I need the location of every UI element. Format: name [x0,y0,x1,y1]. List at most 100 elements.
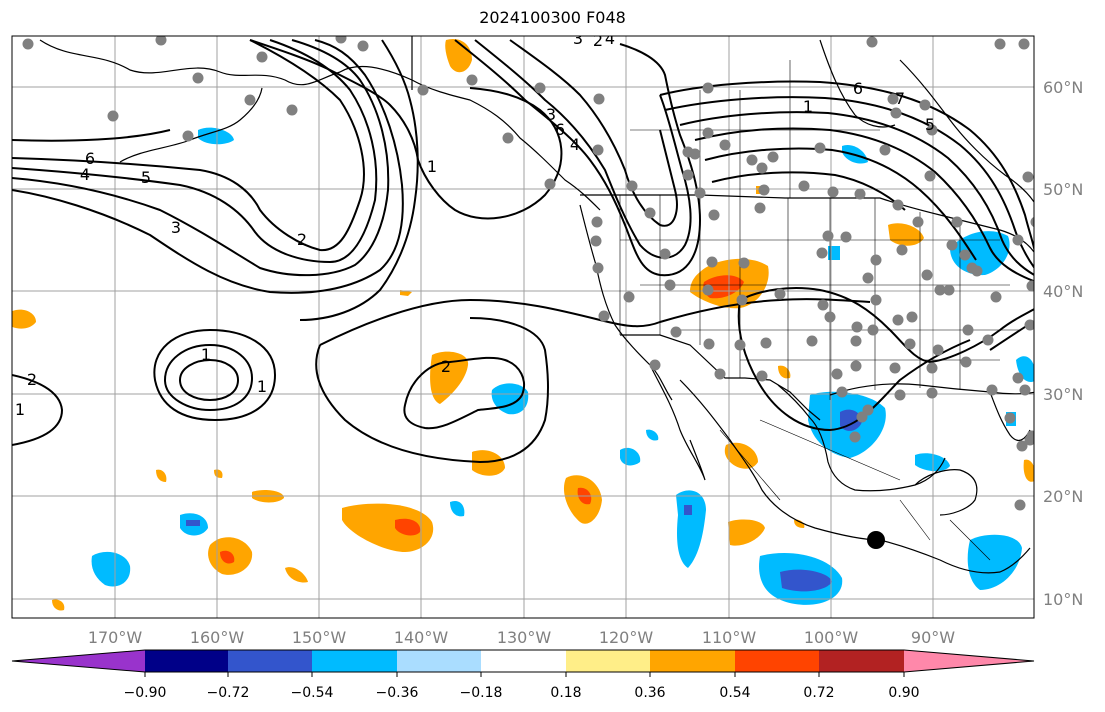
station-dot [1019,384,1031,396]
station-dot [592,262,604,274]
contour-line [739,287,1034,364]
colorbar-extend-right [904,650,1034,672]
station-dot [626,180,638,192]
longitude-tick-label: 100°W [804,628,859,647]
station-dots [22,36,1034,511]
colorbar-tick-label: 0.54 [719,685,750,701]
contour-label: 1 [803,97,813,116]
colorbar-tick-label: −0.54 [291,685,334,701]
station-dot [1018,38,1030,50]
shade-orange [472,450,505,476]
shaded-regions [12,38,1034,611]
station-dot [806,335,818,347]
contour-label: 1 [15,400,25,419]
station-dot [817,299,829,311]
station-dot [714,368,726,380]
station-dot [850,335,862,347]
contour-label: 5 [141,168,151,187]
station-dot [1012,372,1024,384]
latitude-tick-label: 60°N [1043,78,1083,97]
chart-title: 2024100300 F048 [479,8,626,27]
station-dot [244,94,256,106]
station-dot [862,404,874,416]
contour-label: 3 [573,29,583,48]
shade-lightblue [1016,356,1034,382]
contour-label: 4 [605,29,615,48]
station-dot [919,99,931,111]
station-dot [862,272,874,284]
contour-line [12,39,365,252]
contour-line [659,80,1034,253]
station-dot [994,38,1006,50]
station-dot [1016,440,1028,452]
coast-baja [649,364,706,481]
station-dot [986,384,998,396]
station-dot [798,180,810,192]
station-dot [894,389,906,401]
station-dot [335,36,347,44]
longitude-tick-label: 150°W [292,628,347,647]
contour-label: 6 [85,149,95,168]
shade-orange [794,519,805,528]
station-dot [702,82,714,94]
station-dot [758,184,770,196]
station-dot [822,230,834,242]
contour-line [403,356,525,430]
colorbar: −0.90 −0.72 −0.54 −0.36 −0.18 0.18 0.36 0.54 0.7… [11,649,1035,701]
station-dot [760,337,772,349]
station-dot [870,254,882,266]
latitude-labels: 60°N 50°N 40°N 30°N 20°N 10°N [1043,78,1083,609]
colorbar-swatch [397,650,481,672]
coast-mexico [679,379,1031,574]
shade-lightblue [91,551,131,587]
station-dot [1014,499,1026,511]
longitude-tick-label: 90°W [911,628,955,647]
station-dot [592,144,604,156]
shade-orange [342,503,434,552]
station-dot [850,360,862,372]
station-dot [892,314,904,326]
station-dot [943,284,955,296]
station-dot [946,239,958,251]
contour-line [454,39,702,277]
graticule [12,36,1034,618]
station-dot [889,362,901,374]
station-dot [756,370,768,382]
colorbar-swatch [145,650,228,672]
colorbar-tick-label: 0.18 [550,685,581,701]
shade-orange [728,519,765,546]
station-dot [590,235,602,247]
contour-label: 2 [593,31,603,50]
station-dot [702,127,714,139]
contour-lines [12,39,1034,464]
contour-label: 2 [297,230,307,249]
contour-line [664,96,1034,269]
colorbar-tick-label: 0.90 [888,685,919,701]
station-dot [357,40,369,52]
colorbar-tick-label: 0.36 [634,685,665,701]
contour-line [474,39,692,259]
shade-lightblue [198,127,234,145]
station-dot [849,431,861,443]
station-dot [867,324,879,336]
latitude-tick-label: 30°N [1043,385,1083,404]
contour-line [711,171,906,211]
shade-red [220,550,235,564]
station-dot [694,187,706,199]
station-dot [659,248,671,260]
shade-blue [780,569,832,592]
station-dot [866,36,878,48]
colorbar-tick-label: 0.72 [803,685,834,701]
station-dot [649,359,661,371]
station-dot [703,338,715,350]
station-dot [892,199,904,211]
station-dot [736,294,748,306]
latitude-tick-label: 40°N [1043,282,1083,301]
station-dot [1004,412,1016,424]
station-dot [756,162,768,174]
contour-line [12,374,64,446]
contour-line [704,147,977,261]
contour-line [12,129,171,142]
station-dot [879,144,891,156]
